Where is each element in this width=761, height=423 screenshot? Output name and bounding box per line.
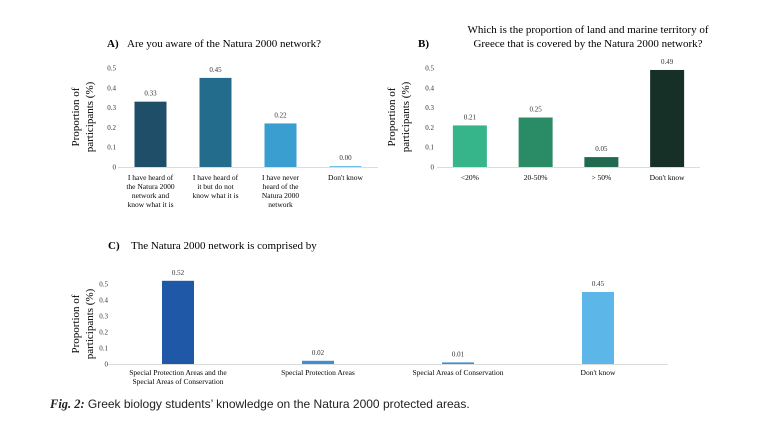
panel-c-ylabel-line: Proportion of [70,294,82,353]
panel-c-bar [162,280,194,364]
panel-b-ytick-label: 0.3 [425,104,434,112]
panel-b-ytick-label: 0.4 [425,84,434,92]
panel-b-label: B) [418,38,429,50]
panel-c-title-line: The Natura 2000 network is comprised by [131,240,317,252]
panel-a-category-label: I have never [262,173,300,182]
panel-b-bar [452,125,487,167]
panel-a-category-label: know what it is [127,200,173,209]
panel-b-value-label: 0.05 [595,145,608,153]
panel-a-ytick-label: 0.5 [107,65,116,73]
panel-a-category-label: know what it is [192,191,238,200]
panel-c-category-label: Don't know [581,368,616,377]
figure-caption: Fig. 2: Greek biology students’ knowledg… [50,397,470,412]
panel-a-bar [264,123,297,167]
panel-c-value-label: 0.01 [452,350,465,358]
panel-c-ytick-label: 0 [105,361,109,369]
caption-label: Fig. 2: [50,397,85,411]
panel-a-ytick-label: 0.4 [107,84,116,92]
panel-c-category-label: Special Protection Areas [281,368,355,377]
panel-a-category-label: network and [132,191,170,200]
figure-canvas: A) Are you aware of the Natura 2000 netwo… [70,24,709,386]
panel-c-ytick-label: 0.5 [99,281,108,289]
panel-a-ytick-label: 0 [113,164,117,172]
panel-a-bar [134,101,167,167]
panel-b-title-line: Greece that is covered by the Natura 200… [473,38,702,50]
panel-a-value-label: 0.33 [144,90,157,98]
panel-c-bar [302,360,334,364]
panel-a-category-label: heard of the [263,182,299,191]
panel-a-title-line: Are you aware of the Natura 2000 network… [127,38,321,50]
panel-b-value-label: 0.21 [464,113,477,121]
panel-b-ytick-label: 0.2 [425,124,434,132]
panel-a-ytick-label: 0.3 [107,104,116,112]
panel-a-bar [329,166,362,167]
panel-c-bar [582,292,614,364]
panel-a-bar [199,77,232,167]
panel-b-bar [518,117,553,167]
panel-c-value-label: 0.52 [172,269,185,277]
panel-b-category-label: Don't know [650,173,685,182]
panel-b-bar [650,69,685,167]
panel-b-bar [584,157,619,167]
caption-text: Greek biology students’ knowledge on the… [87,397,470,411]
panel-a-label: A) [107,38,119,50]
panel-b-ylabel-line: participants (%) [400,81,412,152]
panel-c-category-label: Special Protection Areas and the [129,368,227,377]
panel-c-value-label: 0.45 [592,280,605,288]
panel-a-ytick-label: 0.2 [107,124,116,132]
panel-b-ytick-label: 0 [431,164,435,172]
panel-b-value-label: 0.25 [530,106,543,114]
panel-a-value-label: 0.22 [274,111,287,119]
panel-b-value-label: 0.49 [661,58,674,66]
panel-a-category-label: I have heard of [128,173,174,182]
panel-a-value-label: 0.45 [209,66,222,74]
panel-a-category-label: it but do not [197,182,234,191]
panel-a-category-label: Don't know [328,173,363,182]
panel-c-category-label: Special Areas of Conservation [132,377,223,386]
panel-a-ylabel-line: participants (%) [84,81,96,152]
panel-b-ytick-label: 0.1 [425,144,434,152]
panel-a-category-label: network [268,200,293,209]
panel-c-category-label: Special Areas of Conservation [412,368,503,377]
panel-c-ytick-label: 0.1 [99,345,108,353]
panel-b-category-label: 20-50% [524,173,548,182]
panel-c-bar [442,362,474,364]
panel-a-category-label: the Natura 2000 [126,182,175,191]
panel-c-label: C) [108,240,120,252]
panel-b-category-label: > 50% [591,173,611,182]
panel-a-ytick-label: 0.1 [107,144,116,152]
panel-c-ytick-label: 0.2 [99,329,108,337]
panel-c-ytick-label: 0.3 [99,313,108,321]
panel-b-ylabel-line: Proportion of [386,87,398,146]
panel-c-ylabel-line: participants (%) [84,288,96,359]
panel-b-category-label: <20% [461,173,479,182]
panel-a-category-label: Natura 2000 [262,191,300,200]
panel-b-ytick-label: 0.5 [425,65,434,73]
panel-a-ylabel-line: Proportion of [70,87,82,146]
panel-c-value-label: 0.02 [312,349,325,357]
panel-b-title-line: Which is the proportion of land and mari… [467,24,708,36]
panel-c-ytick-label: 0.4 [99,297,108,305]
panel-a-value-label: 0.00 [339,154,352,162]
panel-a-category-label: I have heard of [193,173,239,182]
